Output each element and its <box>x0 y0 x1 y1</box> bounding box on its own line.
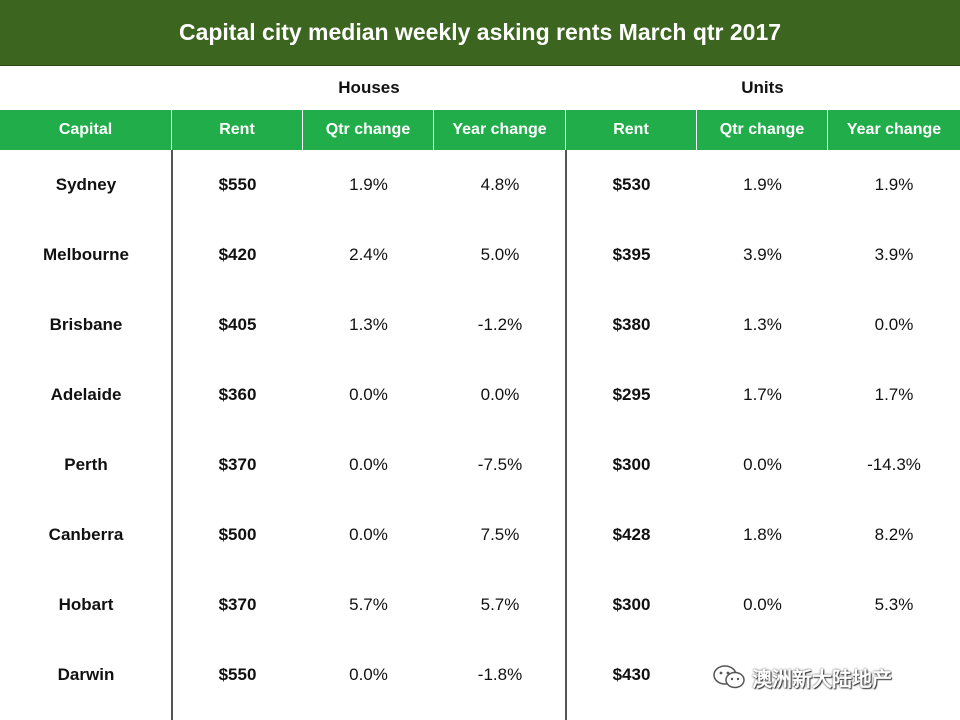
houses-qtr-change-cell: 0.0% <box>349 525 388 544</box>
page-title: Capital city median weekly asking rents … <box>0 0 960 66</box>
table-row: Canberra $500 0.0% 7.5% $428 1.8% 8.2% <box>0 500 960 570</box>
units-year-change-cell: 5.3% <box>874 595 914 614</box>
column-divider-capital <box>171 150 173 720</box>
houses-rent-cell: $550 <box>218 175 257 194</box>
units-rent-cell: $300 <box>612 455 651 474</box>
units-rent-cell: $380 <box>612 315 651 334</box>
wechat-icon <box>713 665 745 689</box>
units-rent-cell: $295 <box>612 385 651 404</box>
column-header-row: Capital Rent Qtr change Year change Rent… <box>0 110 960 150</box>
units-year-change-cell: 3.9% <box>874 245 914 264</box>
units-rent-cell: $395 <box>612 245 651 264</box>
houses-qtr-change-cell: 0.0% <box>349 455 388 474</box>
units-qtr-change-cell: 0.0% <box>743 595 782 614</box>
houses-group-label: Houses <box>338 78 400 97</box>
houses-qtr-change-cell: 1.9% <box>349 175 388 194</box>
table-row: Hobart $370 5.7% 5.7% $300 0.0% 5.3% <box>0 570 960 640</box>
column-header-units-rent: Rent <box>566 110 697 150</box>
table-row: Darwin $550 0.0% -1.8% $430 <box>0 640 960 710</box>
units-qtr-change-cell: 1.7% <box>743 385 782 404</box>
city-cell: Adelaide <box>50 385 122 404</box>
units-group-label: Units <box>741 78 784 97</box>
units-year-change-cell: 1.7% <box>874 385 914 404</box>
column-header-houses-qtr-change: Qtr change <box>303 110 434 150</box>
units-rent-cell: $530 <box>612 175 651 194</box>
houses-year-change-cell: 5.0% <box>480 245 520 264</box>
table-row: Adelaide $360 0.0% 0.0% $295 1.7% 1.7% <box>0 360 960 430</box>
houses-rent-cell: $370 <box>218 595 257 614</box>
houses-rent-cell: $500 <box>218 525 257 544</box>
houses-qtr-change-cell: 2.4% <box>349 245 388 264</box>
column-header-units-qtr-change: Qtr change <box>697 110 828 150</box>
table-row: Sydney $550 1.9% 4.8% $530 1.9% 1.9% <box>0 150 960 220</box>
table-body: Sydney $550 1.9% 4.8% $530 1.9% 1.9% Mel… <box>0 150 960 720</box>
houses-year-change-cell: -1.2% <box>477 315 523 334</box>
houses-year-change-cell: 4.8% <box>480 175 520 194</box>
city-cell: Hobart <box>58 595 114 614</box>
houses-qtr-change-cell: 1.3% <box>349 315 388 334</box>
units-year-change-cell: 1.9% <box>874 175 914 194</box>
houses-rent-cell: $420 <box>218 245 257 264</box>
city-cell: Perth <box>64 455 108 474</box>
units-qtr-change-cell: 3.9% <box>743 245 782 264</box>
units-qtr-change-cell: 1.8% <box>743 525 782 544</box>
units-year-change-cell: -14.3% <box>867 455 921 474</box>
table-row: Perth $370 0.0% -7.5% $300 0.0% -14.3% <box>0 430 960 500</box>
houses-year-change-cell: -1.8% <box>477 665 523 684</box>
column-header-units-year-change: Year change <box>846 121 942 138</box>
houses-qtr-change-cell: 0.0% <box>349 665 388 684</box>
city-cell: Brisbane <box>49 315 123 334</box>
houses-year-change-cell: -7.5% <box>477 455 523 474</box>
watermark: 澳洲新大陆地产 <box>712 660 892 694</box>
houses-qtr-change-cell: 5.7% <box>349 595 388 614</box>
houses-rent-cell: $370 <box>218 455 257 474</box>
houses-year-change-cell: 5.7% <box>480 595 520 614</box>
watermark-text: 澳洲新大陆地产 <box>752 668 892 691</box>
table-row: Melbourne $420 2.4% 5.0% $395 3.9% 3.9% <box>0 220 960 290</box>
units-qtr-change-cell: 0.0% <box>743 455 782 474</box>
units-year-change-cell: 8.2% <box>874 525 914 544</box>
units-qtr-change-cell: 1.3% <box>743 315 782 334</box>
units-rent-cell: $430 <box>612 665 651 684</box>
city-cell: Darwin <box>57 665 115 684</box>
column-header-houses-year-change: Year change <box>434 110 566 150</box>
city-cell: Sydney <box>55 175 117 194</box>
city-cell: Melbourne <box>43 245 129 264</box>
group-header-row: Houses Units <box>0 66 960 110</box>
units-rent-cell: $300 <box>612 595 651 614</box>
column-header-houses-rent: Rent <box>172 110 303 150</box>
houses-qtr-change-cell: 0.0% <box>349 385 388 404</box>
houses-rent-cell: $360 <box>218 385 257 404</box>
table-row: Brisbane $405 1.3% -1.2% $380 1.3% 0.0% <box>0 290 960 360</box>
units-qtr-change-cell: 1.9% <box>743 175 782 194</box>
houses-rent-cell: $550 <box>218 665 257 684</box>
city-cell: Canberra <box>48 525 124 544</box>
units-year-change-cell: 0.0% <box>874 315 914 334</box>
houses-year-change-cell: 0.0% <box>480 385 520 404</box>
column-divider-units <box>565 150 567 720</box>
units-rent-cell: $428 <box>612 525 651 544</box>
column-header-capital: Capital <box>0 110 172 150</box>
houses-rent-cell: $405 <box>218 315 257 334</box>
houses-year-change-cell: 7.5% <box>480 525 520 544</box>
